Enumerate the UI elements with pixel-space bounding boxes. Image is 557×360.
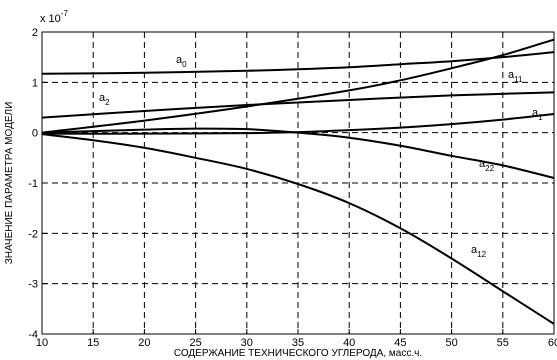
- series-line-a22: [41, 127, 555, 179]
- series-label-subscript: 22: [485, 164, 494, 173]
- series-label-a2: a2: [99, 92, 110, 107]
- y-tick-label: 2: [32, 27, 38, 39]
- x-tick-label: 25: [189, 337, 201, 349]
- series-label-a1: a1: [532, 107, 543, 122]
- x-axis-label: СОДЕРЖАНИЕ ТЕХНИЧЕСКОГО УГЛЕРОДА, масс.ч…: [174, 348, 422, 359]
- series-label-a22: a22: [479, 158, 495, 173]
- series-label-subscript: 11: [514, 75, 523, 84]
- series-label-subscript: 1: [538, 113, 543, 122]
- series-label-a11: a11: [508, 69, 523, 84]
- curve-layer: [41, 38, 555, 325]
- y-tick-label: 0: [32, 128, 38, 140]
- series-label-subscript: 12: [477, 250, 486, 259]
- series-label-name: a: [176, 54, 183, 66]
- y-multiplier-exponent: -7: [61, 9, 69, 18]
- series-line-a12: [41, 133, 555, 325]
- y-tick-label: -1: [28, 178, 38, 190]
- series-label-name: a: [479, 158, 486, 170]
- series-label-name: a: [532, 107, 539, 119]
- series-line-a2: [41, 91, 555, 119]
- y-tick-label: -3: [28, 279, 38, 291]
- series-label-name: a: [99, 92, 106, 104]
- y-tick-label: -4: [28, 329, 38, 341]
- x-tick-label: 10: [36, 337, 48, 349]
- series-label-a12: a12: [471, 244, 487, 259]
- series-label-subscript: 0: [182, 60, 187, 69]
- series-line-a1: [41, 113, 555, 135]
- y-multiplier: x 10-7: [40, 9, 68, 25]
- y-tick-label: 1: [32, 77, 38, 89]
- y-axis-label: ЗНАЧЕНИЕ ПАРАМЕТРА МОДЕЛИ: [4, 102, 15, 265]
- series-label-name: a: [471, 244, 478, 256]
- y-multiplier-base: x 10: [40, 13, 61, 25]
- x-tick-label: 40: [343, 337, 355, 349]
- y-tick-label: -2: [28, 228, 38, 240]
- series-line-a11: [41, 38, 555, 134]
- series-label-a0: a0: [176, 54, 187, 69]
- series-label-subscript: 2: [105, 98, 110, 107]
- x-tick-label: 55: [497, 337, 509, 349]
- x-tick-label: 50: [445, 337, 457, 349]
- series-label-name: a: [508, 69, 515, 81]
- x-tick-label: 35: [292, 337, 304, 349]
- x-tick-label: 45: [394, 337, 406, 349]
- tick-layer: 1015202530354045505560210-1-2-3-4: [28, 27, 557, 349]
- x-tick-label: 30: [241, 337, 253, 349]
- x-tick-label: 60: [548, 337, 557, 349]
- x-tick-label: 15: [87, 337, 99, 349]
- x-tick-label: 20: [138, 337, 150, 349]
- series-line-a0: [41, 51, 555, 75]
